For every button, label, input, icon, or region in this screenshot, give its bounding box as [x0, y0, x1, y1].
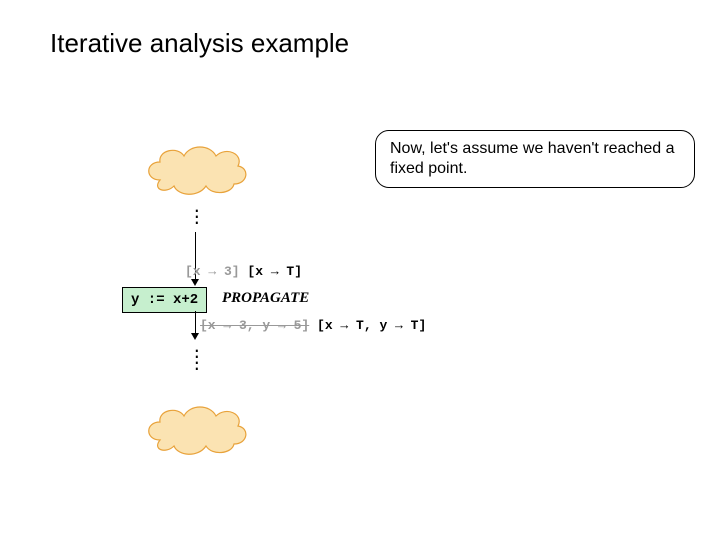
ellipsis-bottom: ....: [192, 344, 202, 368]
slide-title: Iterative analysis example: [50, 28, 349, 59]
state-post-new: [x → T, y → T]: [317, 318, 426, 333]
cloud-top: [140, 140, 250, 195]
statement-box: y := x+2: [122, 287, 207, 313]
action-label: PROPAGATE: [222, 290, 309, 307]
arrow-out: [195, 311, 196, 334]
state-pre: [x → 3] [x → T]: [185, 264, 302, 279]
arrow-in-head: [191, 279, 199, 286]
state-pre-new: [x → T]: [247, 264, 302, 279]
cloud-bottom: [140, 400, 250, 455]
arrow-out-head: [191, 333, 199, 340]
callout-box: Now, let's assume we haven't reached a f…: [375, 130, 695, 188]
state-pre-old: [x → 3]: [185, 264, 240, 279]
state-post: [x → 3, y → 5] [x → T, y → T]: [200, 318, 426, 333]
ellipsis-top: ...: [192, 204, 202, 222]
state-post-old: [x → 3, y → 5]: [200, 318, 309, 333]
